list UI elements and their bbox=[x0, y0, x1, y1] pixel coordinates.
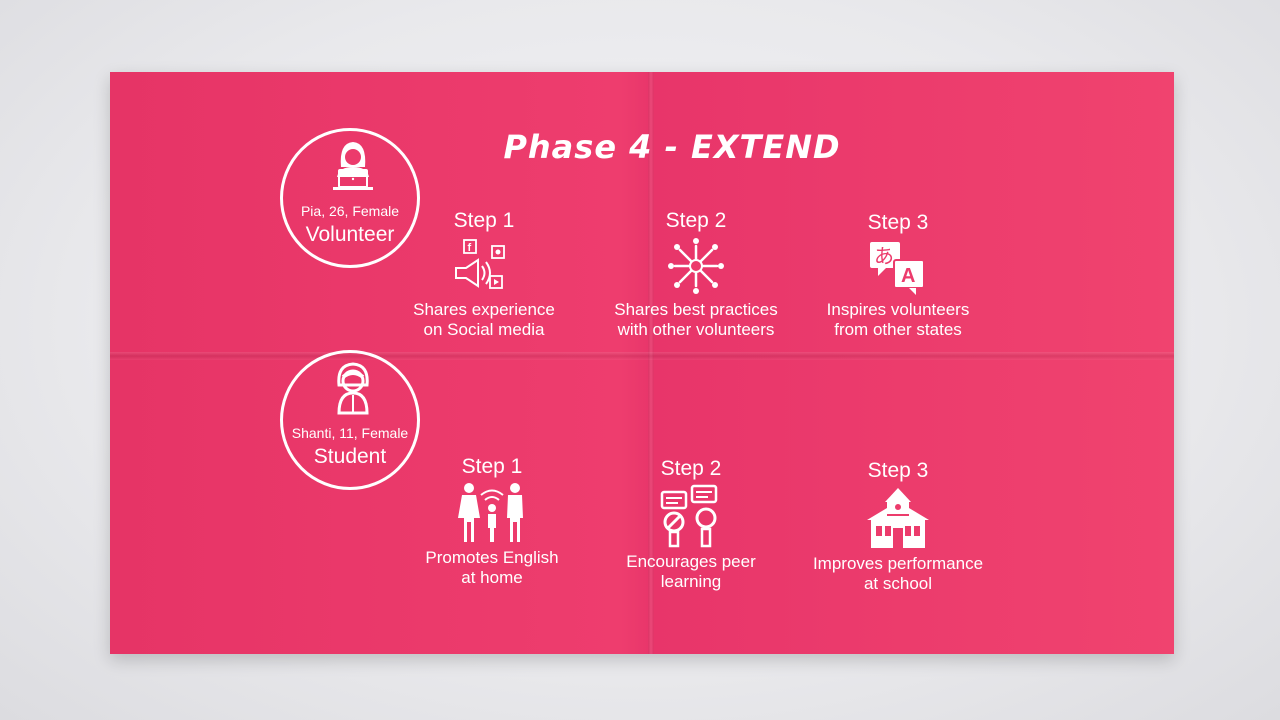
step-description-line-1: Shares best practices bbox=[614, 300, 778, 319]
step-description-line-2: at school bbox=[863, 574, 933, 593]
student-step-3: Step 3 Improves performance at school bbox=[798, 458, 998, 594]
step-label: Step 3 bbox=[867, 211, 929, 234]
vertical-fold bbox=[648, 72, 654, 654]
step-label: Step 2 bbox=[660, 457, 722, 480]
step-description-line-2: learning bbox=[660, 572, 722, 591]
volunteer-persona: Pia, 26, Female Volunteer bbox=[280, 128, 420, 268]
woman-laptop-icon bbox=[333, 142, 373, 190]
translate-icon: あ A bbox=[870, 242, 925, 295]
step-description-line-1: Shares experience bbox=[413, 300, 555, 319]
svg-text:f: f bbox=[468, 242, 472, 254]
volunteer-step-2: Step 2 Shares best practices with other … bbox=[596, 208, 796, 340]
student-step-2: Step 2 Encourages peer learning bbox=[591, 456, 791, 592]
step-label: Step 3 bbox=[867, 459, 929, 482]
volunteer-role: Volunteer bbox=[305, 223, 395, 246]
step-description-line-1: Inspires volunteers bbox=[826, 300, 970, 319]
social-media-icon: f bbox=[455, 239, 505, 289]
svg-text:A: A bbox=[901, 265, 915, 287]
step-description-line-1: Improves performance bbox=[812, 554, 984, 573]
student-girl-icon bbox=[337, 362, 369, 415]
peer-discussion-icon bbox=[660, 484, 718, 548]
student-persona: Shanti, 11, Female Student bbox=[280, 350, 420, 490]
family-icon bbox=[458, 483, 523, 542]
volunteer-step-1: Step 1 f Shares experience on Social med… bbox=[384, 208, 584, 340]
step-description-line-1: Promotes English bbox=[425, 548, 559, 567]
student-step-1: Step 1 Promotes English at home bbox=[392, 454, 592, 588]
step-description-line-2: at home bbox=[461, 568, 523, 587]
step-description-line-2: on Social media bbox=[423, 320, 545, 339]
step-description-line-1: Encourages peer bbox=[626, 552, 756, 571]
step-label: Step 1 bbox=[461, 455, 523, 478]
school-icon bbox=[867, 488, 929, 548]
network-people-icon bbox=[668, 238, 724, 294]
svg-text:あ: あ bbox=[874, 244, 894, 268]
volunteer-step-3: Step 3 あ A Inspires volunteers from othe… bbox=[798, 210, 998, 340]
student-meta: Shanti, 11, Female bbox=[291, 425, 409, 441]
step-description-line-2: with other volunteers bbox=[617, 320, 775, 339]
step-label: Step 2 bbox=[665, 209, 727, 232]
phase-title: Phase 4 - EXTEND bbox=[503, 128, 841, 166]
step-description-line-2: from other states bbox=[834, 320, 962, 339]
horizontal-fold bbox=[110, 352, 1174, 360]
student-role: Student bbox=[313, 445, 387, 468]
volunteer-meta: Pia, 26, Female bbox=[300, 203, 400, 219]
step-label: Step 1 bbox=[453, 209, 515, 232]
